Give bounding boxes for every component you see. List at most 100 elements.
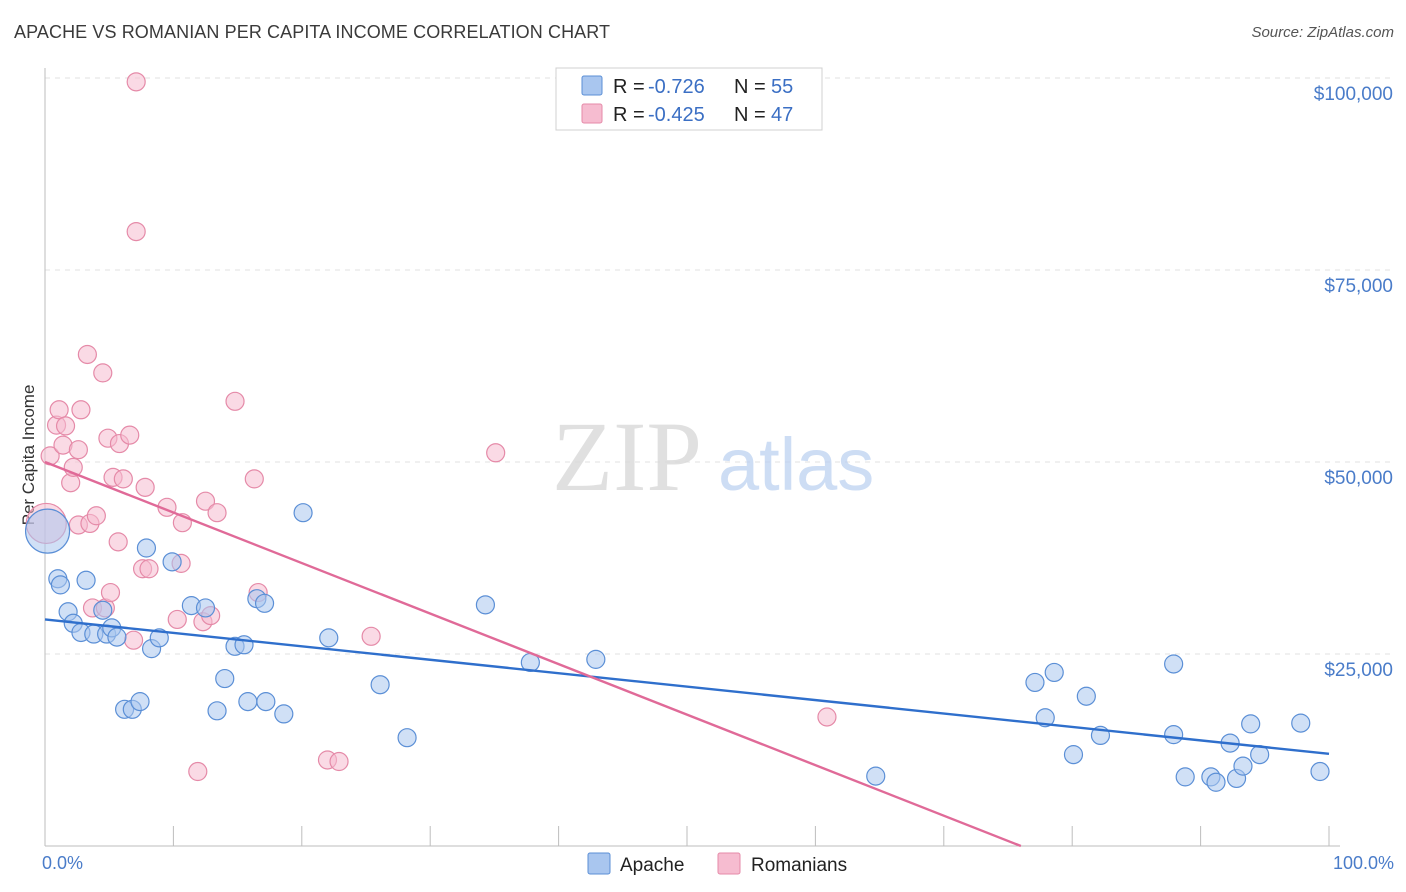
point-apache-52 <box>1241 714 1261 734</box>
point-apache-31 <box>319 628 339 648</box>
point-romanians-43 <box>329 751 349 772</box>
point-apache-0 <box>24 508 71 554</box>
x-ticks <box>44 826 1330 846</box>
point-romanians-5 <box>55 416 76 436</box>
series-legend-label-apache: Apache <box>620 855 684 876</box>
y-tick-label-3: $100,000 <box>1314 84 1393 105</box>
point-apache-2 <box>50 575 71 595</box>
point-romanians-14 <box>86 506 106 526</box>
point-romanians-44 <box>361 626 381 646</box>
point-apache-38 <box>1025 672 1045 693</box>
point-romanians-8 <box>68 440 88 460</box>
point-romanians-25 <box>126 72 146 92</box>
point-apache-42 <box>1076 686 1096 706</box>
point-apache-18 <box>162 552 182 572</box>
point-romanians-15 <box>93 363 113 383</box>
gridlines <box>45 77 1394 655</box>
stats-n-label-apache: N = <box>734 76 766 98</box>
x-tick-label-max: 100.0% <box>1333 853 1394 873</box>
point-apache-48 <box>1206 772 1226 792</box>
point-apache-17 <box>149 628 169 648</box>
series-apache-points <box>24 503 1330 792</box>
point-romanians-23 <box>120 425 140 445</box>
x-tick-label-min: 0.0% <box>42 853 83 873</box>
y-tick-labels: $25,000 $50,000 $75,000 $100,000 <box>1314 84 1393 681</box>
point-romanians-28 <box>135 477 155 497</box>
point-romanians-46 <box>817 707 837 727</box>
point-apache-6 <box>76 570 96 590</box>
point-romanians-24 <box>123 630 144 650</box>
stats-r-value-apache: -0.726 <box>648 76 705 98</box>
series-legend-label-romanians: Romanians <box>751 855 847 876</box>
watermark-zip: ZIP <box>552 401 702 512</box>
point-romanians-26 <box>126 222 146 242</box>
point-apache-22 <box>215 668 235 689</box>
point-apache-44 <box>1164 725 1184 745</box>
source-credit: Source: ZipAtlas.com <box>1251 24 1394 41</box>
trend-line-apache <box>44 618 1330 756</box>
chart-title: APACHE VS ROMANIAN PER CAPITA INCOME COR… <box>14 22 611 42</box>
point-apache-15 <box>136 538 157 558</box>
point-apache-39 <box>1035 708 1055 728</box>
point-apache-36 <box>586 649 606 669</box>
y-tick-label-0: $25,000 <box>1324 660 1393 681</box>
point-romanians-11 <box>77 344 97 365</box>
series-legend-swatch-romanians <box>717 852 741 875</box>
stats-n-label-romanians: N = <box>734 104 766 126</box>
y-tick-label-1: $50,000 <box>1324 468 1393 489</box>
trend-line-romanians <box>44 460 1022 848</box>
point-romanians-39 <box>225 391 245 411</box>
point-romanians-36 <box>195 491 216 511</box>
point-romanians-38 <box>207 503 227 523</box>
point-apache-11 <box>107 627 127 647</box>
point-romanians-31 <box>167 609 187 630</box>
x-tick-labels: 0.0% 100.0% <box>42 853 1394 873</box>
point-apache-29 <box>274 704 294 724</box>
watermark: ZIP atlas <box>552 401 874 512</box>
series-legend-swatch-apache <box>587 852 611 875</box>
stats-r-label-apache: R = <box>613 76 645 98</box>
point-romanians-10 <box>71 400 91 420</box>
point-apache-20 <box>195 598 216 618</box>
stats-n-value-romanians: 47 <box>771 104 793 126</box>
stats-legend: R = -0.726 N = 55 R = -0.425 N = 47 <box>555 67 823 131</box>
point-apache-32 <box>370 675 390 695</box>
series-romanians-points <box>25 72 837 782</box>
stats-legend-swatch-apache <box>581 75 603 96</box>
point-romanians-18 <box>100 582 121 603</box>
point-apache-41 <box>1063 745 1084 765</box>
point-romanians-29 <box>139 559 159 579</box>
point-romanians-22 <box>113 469 133 489</box>
point-apache-25 <box>238 692 258 712</box>
point-apache-8 <box>93 600 113 620</box>
point-apache-55 <box>1310 761 1330 782</box>
point-apache-21 <box>207 701 227 721</box>
stats-n-value-apache: 55 <box>771 76 793 98</box>
point-apache-46 <box>1175 767 1195 787</box>
point-apache-45 <box>1164 654 1184 674</box>
point-apache-14 <box>130 692 150 712</box>
point-apache-34 <box>475 595 496 615</box>
y-tick-label-2: $75,000 <box>1324 276 1393 297</box>
watermark-atlas: atlas <box>718 423 874 506</box>
stats-r-label-romanians: R = <box>613 104 645 126</box>
point-apache-28 <box>256 692 276 712</box>
point-apache-54 <box>1291 713 1311 733</box>
point-apache-51 <box>1233 756 1253 776</box>
y-axis-label: Per Capita Income <box>19 385 38 526</box>
point-romanians-45 <box>486 443 506 463</box>
point-romanians-40 <box>244 469 264 489</box>
point-apache-40 <box>1044 662 1064 683</box>
point-romanians-20 <box>108 532 128 552</box>
point-apache-27 <box>254 593 275 613</box>
point-romanians-3 <box>49 400 69 420</box>
point-romanians-34 <box>188 761 208 782</box>
point-apache-33 <box>397 728 417 748</box>
point-apache-30 <box>293 503 313 523</box>
stats-legend-swatch-romanians <box>581 103 603 124</box>
stats-r-value-romanians: -0.425 <box>648 104 705 126</box>
trend-lines <box>44 460 1330 848</box>
point-apache-37 <box>866 766 886 786</box>
series-legend: Apache Romanians <box>587 852 847 876</box>
